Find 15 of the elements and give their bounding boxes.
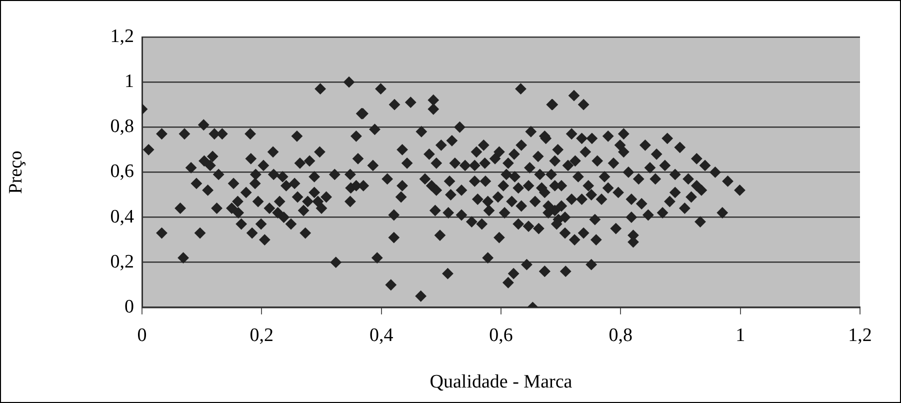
x-tick-label: 0,2 (250, 324, 274, 346)
x-tick-label: 0,4 (369, 324, 394, 346)
y-tick-label: 1,2 (110, 26, 134, 47)
y-tick-label: 1 (124, 71, 134, 92)
y-axis-title: Preço (5, 150, 26, 194)
y-tick-label: 0,4 (110, 206, 134, 228)
y-tick-label: 0 (124, 296, 134, 318)
x-tick-label: 0,8 (608, 324, 633, 346)
x-tick-label: 1 (736, 324, 746, 346)
x-tick-label: 0,6 (489, 324, 513, 346)
x-tick-label: 1,2 (848, 324, 872, 346)
y-tick-label: 0,8 (110, 116, 134, 138)
x-axis-title: Qualidade - Marca (430, 372, 573, 393)
y-tick-label: 0,6 (110, 161, 134, 182)
y-tick-label: 0,2 (110, 251, 134, 272)
